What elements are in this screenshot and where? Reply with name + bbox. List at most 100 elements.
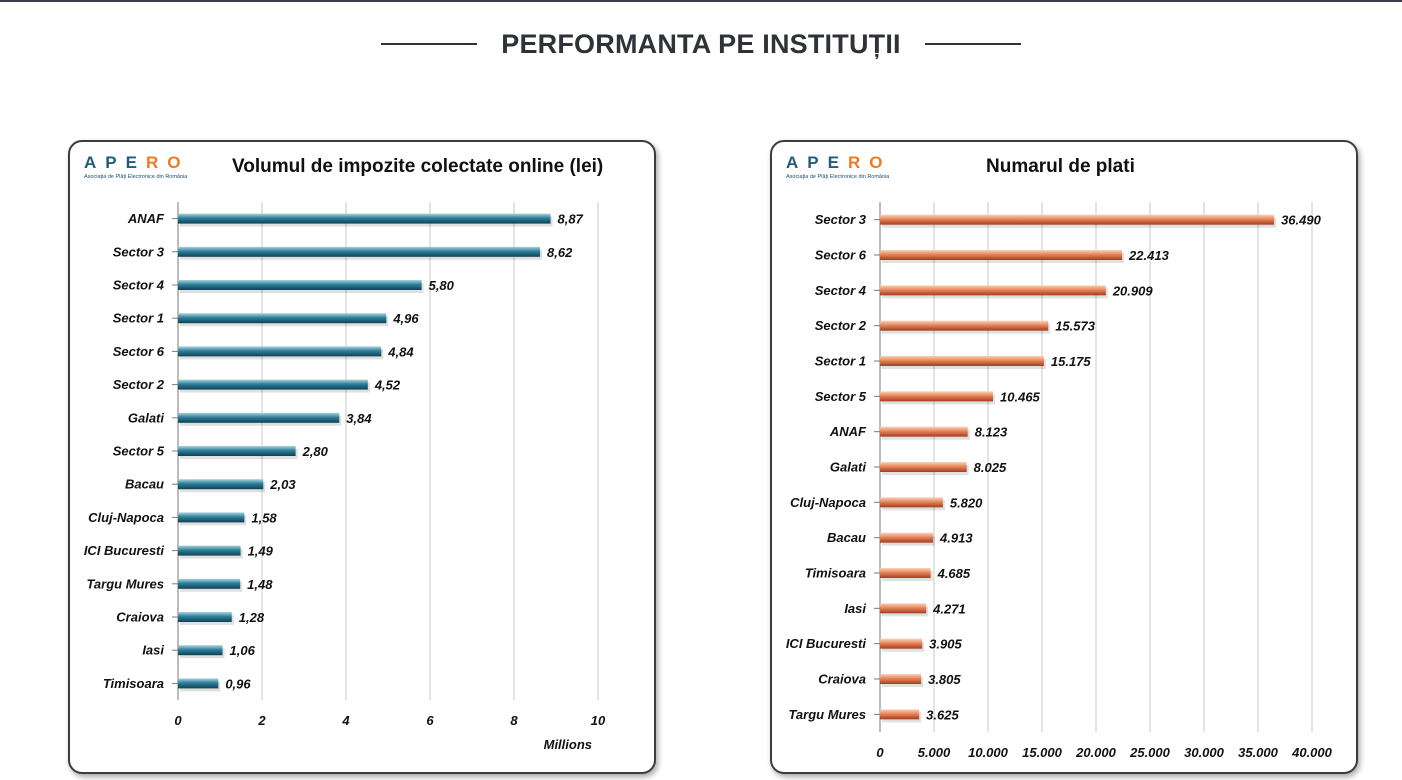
x-tick-label: 4 (341, 713, 350, 728)
bar (880, 285, 1106, 296)
x-axis-title: Millions (544, 737, 592, 752)
data-label: 0,96 (225, 676, 251, 691)
bar (880, 674, 922, 684)
category-label: Iasi (142, 643, 164, 658)
x-tick-label: 0 (876, 745, 884, 760)
chart-title: Volumul de impozite colectate online (le… (232, 156, 604, 177)
logo-subtitle: Asociația de Plăți Electronice din Român… (84, 174, 188, 180)
bar (178, 446, 296, 456)
category-label: Sector 6 (815, 248, 867, 263)
bar (178, 280, 422, 290)
category-label: Sector 2 (815, 318, 867, 333)
bar (178, 246, 541, 257)
chart-title: Numarul de plati (986, 156, 1135, 177)
bar (880, 497, 943, 508)
x-tick-label: 15.000 (1022, 745, 1063, 760)
chart-card-payment-count: APERO Asociația de Plăți Electronice din… (770, 140, 1358, 774)
category-label: Sector 4 (815, 283, 867, 298)
section-header: PERFORMANTA PE INSTITUȚII (0, 26, 1402, 62)
x-tick-label: 8 (510, 713, 518, 728)
x-tick-label: 40.000 (1291, 745, 1333, 760)
data-label: 4.685 (937, 566, 971, 581)
data-label: 2,03 (269, 477, 296, 492)
data-label: 15.573 (1055, 319, 1096, 334)
x-tick-label: 35.000 (1238, 745, 1279, 760)
data-label: 8.123 (975, 425, 1008, 440)
category-label: Sector 5 (113, 444, 165, 459)
data-label: 2,80 (302, 444, 329, 459)
logo-text: APERO (786, 153, 892, 172)
data-label: 8.025 (974, 460, 1007, 475)
data-label: 22.413 (1128, 248, 1170, 263)
data-label: 4,96 (392, 311, 419, 326)
bar (880, 320, 1049, 331)
x-tick-label: 2 (257, 713, 266, 728)
bar (178, 578, 241, 589)
bar (880, 638, 923, 649)
bar (178, 545, 241, 556)
section-title: PERFORMANTA PE INSTITUȚII (501, 28, 901, 59)
data-label: 1,49 (248, 544, 274, 559)
category-label: Bacau (125, 477, 164, 492)
x-tick-label: 30.000 (1184, 745, 1225, 760)
data-label: 3.625 (926, 707, 959, 722)
bar (178, 645, 223, 656)
category-label: Timisoara (805, 566, 866, 581)
category-label: Sector 3 (815, 212, 867, 227)
x-tick-label: 6 (426, 713, 434, 728)
data-label: 8,87 (558, 212, 584, 227)
x-tick-label: 0 (174, 713, 182, 728)
logo-text: APERO (84, 153, 190, 172)
bar (178, 479, 264, 490)
data-label: 3,84 (346, 411, 372, 426)
category-label: Craiova (818, 672, 866, 687)
bar (880, 356, 1044, 366)
data-label: 1,48 (247, 577, 273, 592)
data-label: 15.175 (1051, 354, 1092, 369)
apero-logo: APERO Asociația de Plăți Electronice din… (786, 154, 922, 184)
data-label: 1,28 (239, 610, 265, 625)
data-label: 10.465 (1000, 389, 1041, 404)
data-label: 4,52 (374, 378, 401, 393)
bar (880, 391, 994, 402)
data-label: 4,84 (387, 344, 414, 359)
data-label: 4.913 (939, 531, 973, 546)
bar (880, 250, 1123, 260)
header-line-right (924, 43, 1021, 45)
bar (178, 213, 551, 224)
category-label: Galati (830, 460, 867, 475)
category-label: ANAF (829, 424, 867, 439)
top-border (0, 0, 1402, 2)
x-tick-label: 10 (591, 713, 606, 728)
bar (880, 709, 920, 720)
data-label: 8,62 (547, 245, 573, 260)
bar (880, 426, 968, 437)
category-label: Timisoara (103, 676, 164, 691)
bar (880, 568, 931, 578)
bar (880, 462, 967, 472)
category-label: Cluj-Napoca (790, 495, 866, 510)
bar (880, 532, 934, 543)
category-label: Sector 1 (815, 354, 866, 369)
category-label: Bacau (827, 530, 866, 545)
bar (178, 313, 387, 324)
data-label: 5.820 (950, 495, 983, 510)
data-label: 3.805 (928, 672, 961, 687)
category-label: Sector 2 (113, 377, 165, 392)
category-label: Cluj-Napoca (88, 510, 164, 525)
category-label: Iasi (844, 601, 866, 616)
data-label: 4.271 (932, 601, 966, 616)
category-label: ANAF (127, 211, 165, 226)
chart-card-tax-volume: APERO Asociația de Plăți Electronice din… (68, 140, 656, 774)
bar (178, 612, 232, 622)
data-label: 1,06 (230, 643, 256, 658)
data-label: 3.905 (929, 637, 962, 652)
bar (178, 412, 340, 423)
bar (178, 379, 368, 390)
category-label: Targu Mures (86, 576, 164, 591)
header-line-left (381, 43, 478, 45)
bar (178, 346, 382, 357)
data-label: 20.909 (1112, 283, 1154, 298)
apero-logo: APERO Asociația de Plăți Electronice din… (84, 154, 220, 184)
category-label: Sector 1 (113, 311, 164, 326)
